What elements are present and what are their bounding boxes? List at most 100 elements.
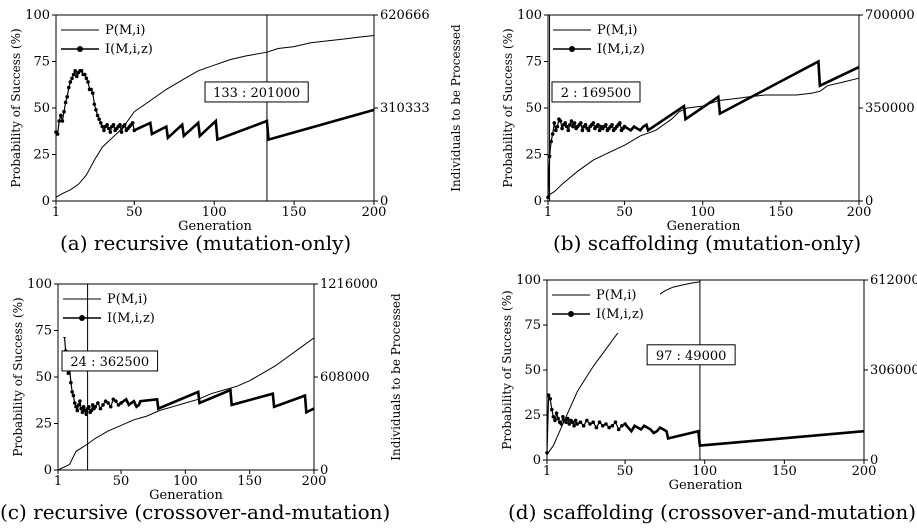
y2-tick-label: 0 bbox=[320, 463, 328, 478]
x-tick-label: 200 bbox=[852, 464, 877, 479]
series-line-p bbox=[57, 337, 315, 471]
series-point-i bbox=[613, 420, 618, 424]
series-point-i bbox=[94, 108, 98, 112]
series-point-i bbox=[596, 122, 600, 127]
series-point-i bbox=[570, 420, 575, 424]
series-point-i bbox=[132, 128, 137, 133]
y2-tick-label: 612000 bbox=[870, 273, 917, 288]
y2-tick-label: 350000 bbox=[865, 101, 915, 116]
series-point-i bbox=[564, 124, 569, 129]
series-point-i bbox=[122, 122, 127, 127]
marker-label-box bbox=[551, 81, 641, 103]
series-point-i bbox=[546, 195, 550, 200]
series-point-i bbox=[66, 85, 71, 90]
series-point-i bbox=[68, 80, 73, 84]
y2-tick-label: 306000 bbox=[870, 363, 917, 378]
caption-c: (c) recursive (crossover-and-mutation) bbox=[0, 500, 391, 524]
series-point-i bbox=[553, 418, 557, 423]
series-point-i bbox=[90, 91, 95, 95]
marker-label: 133 : 201000 bbox=[213, 86, 300, 101]
y-tick-label: 75 bbox=[525, 55, 542, 70]
x-tick-label: 100 bbox=[690, 205, 715, 220]
chart-panel-b: 1 50 100 150 200 0 25 50 75 100 0 350000 700000 Gener… bbox=[490, 0, 917, 234]
y-tick-label: 50 bbox=[35, 370, 52, 385]
series-line-i bbox=[120, 388, 315, 415]
x-axis-label: Generation bbox=[669, 478, 743, 493]
series-point-i bbox=[572, 424, 576, 428]
x-tick-label: 100 bbox=[202, 205, 227, 220]
series-point-i bbox=[555, 124, 560, 129]
y-axis-label: Probability of Success (%) bbox=[9, 28, 23, 187]
x-tick-label: 1 bbox=[54, 474, 62, 489]
series-point-i bbox=[561, 415, 565, 419]
series-point-i bbox=[75, 408, 80, 413]
x-tick-label: 50 bbox=[126, 205, 143, 220]
legend-box bbox=[549, 16, 661, 68]
legend-marker-i bbox=[568, 311, 574, 317]
series-point-i bbox=[607, 425, 611, 430]
marker-label-box bbox=[204, 81, 309, 103]
series-point-i bbox=[566, 128, 571, 133]
series-point-i bbox=[78, 399, 82, 403]
series-point-i bbox=[597, 128, 602, 133]
y2-tick-label: 608000 bbox=[320, 370, 370, 385]
marker-label: 2 : 169500 bbox=[561, 86, 632, 101]
series-point-i bbox=[89, 408, 94, 413]
series-point-i bbox=[586, 128, 591, 133]
series-point-i bbox=[69, 380, 73, 385]
series-point-i bbox=[60, 119, 65, 123]
series-point-i bbox=[600, 424, 605, 428]
series-line-p bbox=[55, 35, 375, 198]
y-axis-label: Probability of Success (%) bbox=[501, 28, 515, 187]
marker-label-box bbox=[646, 344, 736, 366]
series-point-i bbox=[96, 401, 100, 405]
series-point-i bbox=[76, 403, 81, 407]
x-tick-label: 50 bbox=[113, 474, 130, 489]
y2-tick-label: 0 bbox=[870, 453, 878, 468]
series-point-i bbox=[581, 424, 586, 428]
series-point-i bbox=[58, 113, 63, 118]
series-point-i bbox=[119, 130, 124, 134]
series-point-i bbox=[549, 139, 553, 144]
series-point-i bbox=[92, 102, 97, 107]
series-point-i bbox=[545, 451, 549, 455]
x-tick-label: 100 bbox=[692, 464, 717, 479]
series-point-i bbox=[573, 418, 578, 423]
y-tick-label: 0 bbox=[533, 453, 541, 468]
y-tick-label: 100 bbox=[516, 273, 541, 288]
y-tick-label: 0 bbox=[44, 463, 52, 478]
series-point-i bbox=[578, 420, 583, 424]
series-point-i bbox=[79, 406, 83, 411]
series-point-i bbox=[623, 422, 627, 426]
series-point-i bbox=[106, 126, 111, 131]
series-point-i bbox=[111, 122, 116, 127]
legend-label-i: I(M,i,z) bbox=[107, 311, 155, 326]
series-point-i bbox=[72, 401, 77, 405]
series-point-i bbox=[100, 124, 105, 129]
marker-label: 97 : 49000 bbox=[656, 349, 727, 364]
series-point-i bbox=[73, 69, 77, 73]
series-point-i bbox=[57, 119, 61, 123]
y2-tick-label: 1216000 bbox=[320, 277, 378, 292]
y-tick-label: 0 bbox=[534, 194, 542, 209]
y-tick-label: 50 bbox=[525, 101, 542, 116]
series-point-i bbox=[108, 130, 113, 134]
series-line-i bbox=[133, 108, 375, 142]
series-point-i bbox=[588, 422, 592, 426]
series-point-i bbox=[62, 109, 66, 114]
caption-d: (d) scaffolding (crossover-and-mutation) bbox=[508, 500, 916, 524]
series-point-i bbox=[616, 427, 621, 432]
chart-a: 1 50 100 150 20002550751000310333620666Gener… bbox=[9, 8, 463, 234]
x-tick-label: 50 bbox=[617, 464, 634, 479]
y-tick-label: 50 bbox=[524, 363, 541, 378]
series-point-i bbox=[90, 403, 95, 407]
series-point-i bbox=[74, 74, 79, 79]
series-point-i bbox=[55, 132, 60, 136]
series-point-i bbox=[571, 124, 575, 129]
series-point-i bbox=[71, 72, 76, 77]
series-point-i bbox=[66, 371, 71, 376]
series-point-i bbox=[550, 132, 555, 136]
series-point-i bbox=[71, 393, 76, 398]
y2-tick-label: 700000 bbox=[865, 8, 915, 23]
series-point-i bbox=[80, 410, 85, 415]
